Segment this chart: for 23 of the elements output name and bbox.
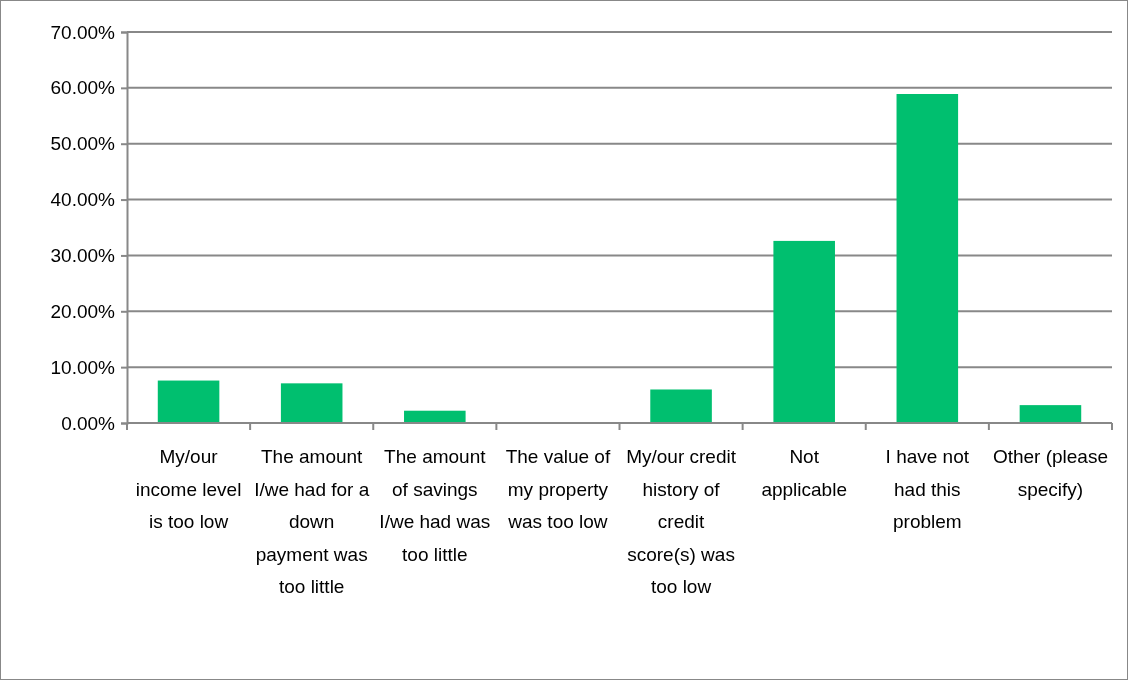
y-tick-label: 70.00% <box>50 21 116 43</box>
bar <box>1019 405 1082 423</box>
x-tick-label: I have not had this problem <box>885 446 970 532</box>
bar <box>404 410 466 423</box>
bar <box>773 240 835 423</box>
bar <box>157 380 220 423</box>
y-tick-label: 0.00% <box>61 412 116 434</box>
y-tick-label: 50.00% <box>50 133 116 155</box>
bar <box>280 383 343 423</box>
x-tick-label: The value of my property was too low <box>505 446 611 532</box>
x-tick-label: Not applicable <box>761 446 847 500</box>
y-tick-label: 60.00% <box>50 77 116 99</box>
y-tick-label: 20.00% <box>50 300 116 322</box>
x-tick-label: My/our income level is too low <box>135 446 242 532</box>
bar <box>896 94 959 423</box>
y-tick-label: 10.00% <box>50 356 116 378</box>
x-tick-label: My/our credit history of credit score(s) was too low <box>626 446 737 597</box>
y-tick-label: 40.00% <box>50 189 116 211</box>
x-tick-label: The amount I/we had for a down payment was too little <box>254 446 370 597</box>
x-tick-label: The amount of savings I/we had was too little <box>379 446 491 565</box>
bar <box>650 389 712 423</box>
y-tick-label: 30.00% <box>50 245 116 267</box>
x-tick-label: Other (please specify) <box>992 446 1108 500</box>
